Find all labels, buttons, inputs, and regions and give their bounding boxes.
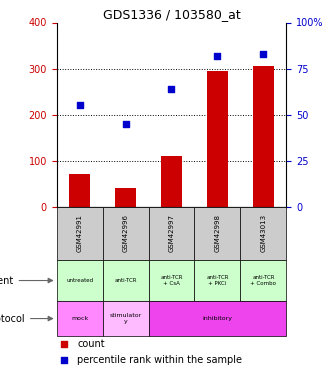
Text: percentile rank within the sample: percentile rank within the sample <box>77 355 242 364</box>
Text: GSM42996: GSM42996 <box>123 214 129 252</box>
Point <box>77 102 82 108</box>
Text: inhibitory: inhibitory <box>202 316 232 321</box>
Bar <box>115 188 136 207</box>
Text: anti-TCR
+ Combo: anti-TCR + Combo <box>250 275 276 286</box>
Bar <box>253 66 274 207</box>
Point <box>169 86 174 92</box>
Bar <box>149 301 286 336</box>
Bar <box>149 207 194 260</box>
Bar <box>240 207 286 260</box>
Point <box>215 53 220 58</box>
Text: protocol: protocol <box>0 314 53 324</box>
Text: GSM43013: GSM43013 <box>260 214 266 252</box>
Point <box>61 341 66 347</box>
Bar <box>57 207 103 260</box>
Text: anti-TCR: anti-TCR <box>114 278 137 283</box>
Text: anti-TCR
+ CsA: anti-TCR + CsA <box>160 275 183 286</box>
Bar <box>103 260 149 301</box>
Point <box>61 357 66 363</box>
Text: untreated: untreated <box>66 278 93 283</box>
Text: count: count <box>77 339 105 349</box>
Bar <box>161 156 182 207</box>
Text: GSM42991: GSM42991 <box>77 214 83 252</box>
Point <box>261 51 266 57</box>
Bar <box>240 260 286 301</box>
Text: anti-TCR
+ PKCi: anti-TCR + PKCi <box>206 275 229 286</box>
Text: GSM42997: GSM42997 <box>168 214 174 252</box>
Text: agent: agent <box>0 276 53 285</box>
Bar <box>69 174 90 207</box>
Text: mock: mock <box>71 316 88 321</box>
Bar <box>207 71 228 207</box>
Bar <box>57 260 103 301</box>
Text: stimulator
y: stimulator y <box>110 313 142 324</box>
Bar <box>103 207 149 260</box>
Bar <box>103 301 149 336</box>
Bar <box>149 260 194 301</box>
Text: GSM42998: GSM42998 <box>214 214 220 252</box>
Bar <box>194 260 240 301</box>
Bar <box>194 207 240 260</box>
Point <box>123 121 128 127</box>
Bar <box>57 301 103 336</box>
Title: GDS1336 / 103580_at: GDS1336 / 103580_at <box>103 8 240 21</box>
